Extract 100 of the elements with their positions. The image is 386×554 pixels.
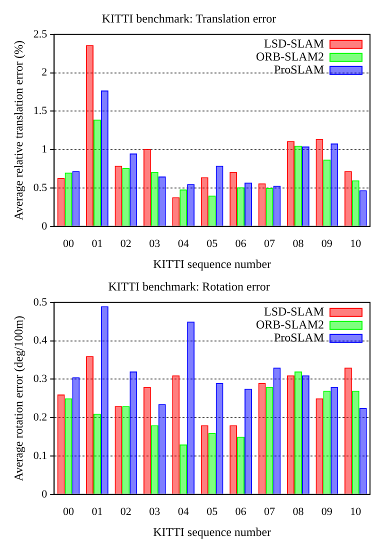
y-axis-title: Average relative translation error (%) <box>11 40 26 220</box>
bar <box>200 425 208 494</box>
bar <box>158 404 166 494</box>
chart-title: KITTI benchmark: Translation error <box>102 11 276 26</box>
bar <box>302 146 310 226</box>
legend-label: ORB-SLAM2 <box>256 50 324 64</box>
x-tick-label: 00 <box>63 506 75 518</box>
bar <box>64 172 72 226</box>
legend-label: ORB-SLAM2 <box>256 318 324 332</box>
bar <box>273 368 281 494</box>
bar <box>200 177 208 226</box>
bar <box>359 190 367 226</box>
x-tick-label: 06 <box>235 506 247 518</box>
x-tick-label: 10 <box>350 506 362 518</box>
x-tick-label: 05 <box>206 238 218 250</box>
x-tick-label: 04 <box>178 506 190 518</box>
bar <box>302 375 310 494</box>
x-tick-label: 03 <box>149 238 161 250</box>
bar <box>114 406 122 494</box>
bar <box>316 138 324 226</box>
bar <box>72 171 80 226</box>
y-tick-label: 0.4 <box>33 334 48 347</box>
bar <box>266 386 274 494</box>
bar <box>187 184 195 226</box>
x-tick-label: 02 <box>120 238 132 250</box>
bar <box>244 182 252 226</box>
y-tick-label: 2 <box>42 66 48 79</box>
legend-label: LSD-SLAM <box>264 36 324 51</box>
bar <box>150 425 158 494</box>
bar <box>86 356 94 494</box>
bar <box>72 377 80 494</box>
legend-label: ProSLAM <box>274 62 324 77</box>
bar <box>216 166 224 226</box>
bar <box>180 444 188 494</box>
bar <box>150 172 158 226</box>
bar <box>122 406 130 494</box>
bar <box>143 386 151 494</box>
x-tick-label: 04 <box>178 238 190 250</box>
x-tick-label: 08 <box>292 238 304 250</box>
bar <box>100 306 108 494</box>
bar <box>172 197 180 226</box>
y-tick-label: 2.5 <box>33 28 48 40</box>
bar <box>100 90 108 226</box>
bar <box>216 383 224 494</box>
x-tick-label: 00 <box>63 238 75 250</box>
bar <box>130 372 138 494</box>
bar <box>287 375 294 494</box>
bar <box>244 388 252 494</box>
bar <box>208 432 216 494</box>
bar <box>359 408 367 494</box>
bar <box>258 183 266 226</box>
y-tick-label: 0.3 <box>33 373 48 386</box>
bar <box>294 372 302 494</box>
bar <box>230 425 238 494</box>
bar <box>230 172 238 226</box>
x-tick-label: 08 <box>292 506 304 518</box>
bar <box>114 166 122 226</box>
bar <box>266 188 274 226</box>
bar <box>57 394 65 494</box>
bar <box>130 153 138 226</box>
x-tick-label: 07 <box>264 506 276 518</box>
x-axis-title: KITTI sequence number <box>153 524 272 539</box>
bar <box>237 436 245 494</box>
y-tick-label: 0.5 <box>33 296 48 308</box>
bar <box>273 186 281 226</box>
bar <box>330 386 338 494</box>
x-tick-label: 06 <box>235 238 247 250</box>
bar <box>93 414 101 494</box>
x-tick-label: 09 <box>321 238 333 250</box>
x-tick-label: 01 <box>92 506 103 518</box>
x-tick-label: 09 <box>321 506 333 518</box>
y-tick-label: 1.5 <box>33 105 48 118</box>
x-tick-label: 05 <box>206 506 218 518</box>
bar <box>352 180 360 226</box>
bar <box>158 176 166 226</box>
y-tick-label: 0 <box>42 488 48 500</box>
bar <box>187 322 195 494</box>
bar <box>287 141 294 226</box>
bar <box>294 146 302 226</box>
bar <box>93 120 101 226</box>
x-tick-label: 10 <box>350 238 362 250</box>
bar <box>57 178 65 226</box>
x-axis-title: KITTI sequence number <box>153 256 272 271</box>
bar <box>316 398 324 494</box>
x-tick-label: 07 <box>264 238 276 250</box>
y-tick-label: 0 <box>42 220 48 232</box>
bar <box>122 168 130 226</box>
bar <box>180 190 188 226</box>
x-tick-label: 01 <box>92 238 103 250</box>
chart-title: KITTI benchmark: Rotation error <box>108 279 270 294</box>
y-tick-label: 0.5 <box>33 182 48 194</box>
bar <box>344 171 352 226</box>
bar <box>258 383 266 494</box>
y-tick-label: 0.1 <box>33 450 48 462</box>
bar <box>344 368 352 494</box>
bar <box>143 148 151 226</box>
bar <box>64 398 72 494</box>
bar <box>352 390 360 494</box>
y-axis-title: Average rotation error (deg/100m) <box>11 316 26 482</box>
bar <box>323 390 331 494</box>
